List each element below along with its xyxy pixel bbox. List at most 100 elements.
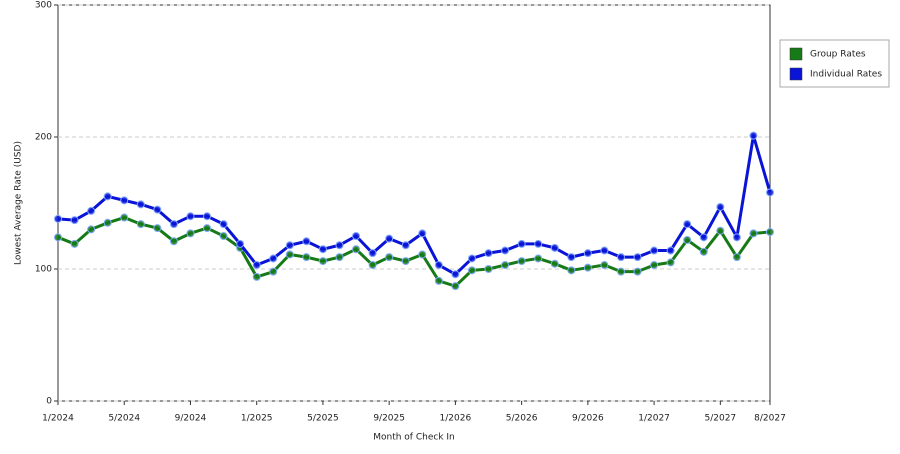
point bbox=[616, 267, 625, 276]
y-tick-label: 300 bbox=[35, 1, 52, 11]
point bbox=[269, 267, 278, 276]
point bbox=[368, 249, 377, 258]
point bbox=[352, 245, 361, 254]
point bbox=[534, 254, 543, 263]
point bbox=[186, 212, 195, 221]
x-tick-label: 5/2027 bbox=[704, 414, 736, 424]
point bbox=[517, 257, 526, 266]
point bbox=[70, 216, 79, 225]
point bbox=[766, 228, 774, 237]
point bbox=[401, 241, 410, 250]
point bbox=[87, 206, 96, 215]
point bbox=[203, 212, 212, 221]
y-axis-title: Lowest Average Rate (USD) bbox=[14, 141, 24, 265]
point bbox=[501, 261, 510, 270]
point bbox=[385, 253, 394, 262]
plot-area bbox=[57, 4, 771, 402]
point bbox=[567, 266, 576, 275]
point bbox=[153, 205, 162, 214]
point bbox=[285, 250, 294, 259]
point bbox=[103, 192, 112, 201]
point bbox=[285, 241, 294, 250]
x-tick-label: 8/2027 bbox=[754, 414, 786, 424]
point bbox=[600, 246, 609, 255]
point bbox=[716, 202, 725, 211]
point bbox=[219, 220, 228, 229]
point bbox=[335, 241, 344, 250]
point bbox=[567, 253, 576, 262]
point bbox=[501, 246, 510, 255]
point bbox=[749, 131, 758, 140]
point bbox=[467, 254, 476, 263]
point bbox=[120, 213, 129, 222]
point bbox=[136, 200, 145, 209]
point bbox=[666, 246, 675, 255]
point bbox=[600, 261, 609, 270]
point bbox=[120, 196, 129, 205]
point bbox=[683, 220, 692, 229]
point bbox=[352, 232, 361, 240]
point bbox=[732, 233, 741, 242]
point bbox=[451, 282, 460, 291]
x-tick-label: 1/2027 bbox=[638, 414, 670, 424]
point bbox=[136, 220, 145, 229]
point bbox=[103, 218, 112, 227]
point bbox=[302, 237, 311, 246]
point bbox=[70, 239, 79, 248]
point bbox=[318, 257, 327, 266]
point bbox=[467, 266, 476, 275]
y-tick-label: 0 bbox=[46, 397, 52, 407]
point bbox=[484, 249, 493, 258]
point bbox=[583, 249, 592, 258]
y-tick-label: 200 bbox=[35, 133, 52, 143]
point bbox=[650, 261, 659, 270]
point bbox=[732, 253, 741, 262]
x-tick-label: 9/2025 bbox=[373, 414, 405, 424]
point bbox=[169, 220, 178, 229]
legend-label: Group Rates bbox=[810, 50, 866, 60]
point bbox=[236, 239, 245, 248]
point bbox=[219, 232, 228, 240]
point bbox=[451, 270, 460, 279]
point bbox=[434, 261, 443, 270]
point bbox=[269, 254, 278, 263]
point bbox=[749, 229, 758, 238]
point bbox=[186, 229, 195, 238]
x-tick-label: 9/2026 bbox=[572, 414, 604, 424]
x-tick-label: 5/2026 bbox=[506, 414, 538, 424]
x-tick-label: 1/2025 bbox=[241, 414, 273, 424]
x-tick-label: 9/2024 bbox=[175, 414, 207, 424]
point bbox=[54, 214, 62, 223]
point bbox=[766, 188, 774, 197]
point bbox=[302, 253, 311, 262]
point bbox=[550, 259, 559, 268]
point bbox=[633, 267, 642, 276]
x-tick-label: 5/2025 bbox=[307, 414, 339, 424]
point bbox=[484, 265, 493, 273]
point bbox=[616, 253, 625, 262]
point bbox=[385, 234, 394, 243]
point bbox=[434, 276, 443, 285]
point bbox=[335, 253, 344, 262]
point bbox=[203, 224, 212, 233]
point bbox=[683, 235, 692, 244]
point bbox=[666, 258, 675, 267]
point bbox=[401, 257, 410, 266]
point bbox=[418, 229, 427, 238]
point bbox=[550, 243, 559, 252]
point bbox=[153, 224, 162, 233]
point bbox=[699, 247, 708, 256]
point bbox=[87, 225, 96, 234]
x-tick-label: 5/2024 bbox=[108, 414, 140, 424]
legend-swatch bbox=[789, 47, 803, 61]
point bbox=[583, 263, 592, 272]
point bbox=[699, 233, 708, 242]
legend-label: Individual Rates bbox=[810, 70, 882, 80]
point bbox=[716, 226, 725, 235]
point bbox=[318, 245, 327, 254]
point bbox=[169, 237, 178, 246]
point bbox=[54, 233, 62, 242]
point bbox=[368, 261, 377, 270]
x-tick-label: 1/2024 bbox=[42, 414, 74, 424]
